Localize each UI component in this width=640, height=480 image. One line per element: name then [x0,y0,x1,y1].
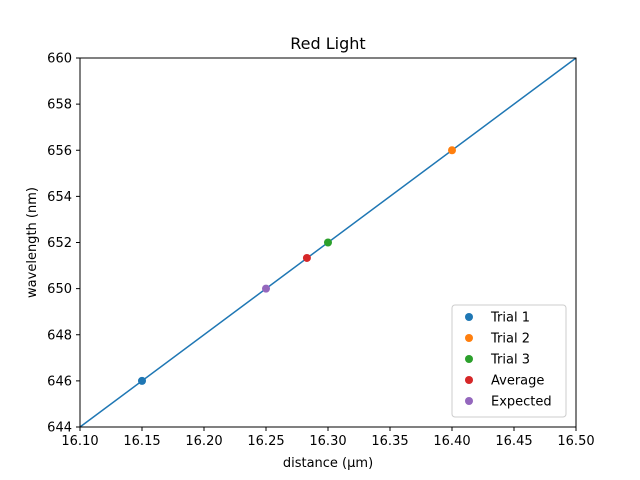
legend-label: Trial 2 [490,332,530,347]
point-expected [262,284,270,293]
point-average [302,253,311,262]
legend-box [451,304,567,418]
x-tick-label: 16.45 [495,434,532,449]
chart-title: Red Light [290,34,365,53]
x-axis: 16.10 16.15 16.20 16.25 16.30 16.35 16.40 16.45… [61,427,595,449]
x-tick-label: 16.40 [433,434,470,449]
x-axis-label: distance (µm) [283,456,373,471]
point-trial-3 [324,238,332,247]
legend: Trial 1 Trial 2 Trial 3 Average Expected [451,304,567,418]
y-tick-label: 654 [47,190,72,205]
legend-marker [465,355,473,363]
x-tick-label: 16.35 [371,434,408,449]
legend-label: Expected [491,395,552,410]
y-tick-label: 652 [47,236,72,251]
y-tick-label: 658 [47,98,72,113]
y-tick-label: 646 [47,374,72,389]
legend-marker [465,313,473,321]
legend-marker [465,397,473,405]
y-tick-label: 656 [47,144,72,159]
y-tick-label: 650 [47,282,72,297]
y-tick-label: 644 [47,421,72,436]
legend-label: Trial 3 [490,353,530,368]
y-axis: 644 646 648 650 652 654 656 658 660 [47,52,80,436]
y-axis-label: wavelength (nm) [25,187,40,298]
legend-label: Trial 1 [490,311,530,326]
point-trial-2 [448,146,456,155]
legend-label: Average [491,374,544,389]
plot-data [79,57,577,428]
y-tick-label: 648 [47,328,72,343]
legend-marker [465,376,473,384]
x-tick-label: 16.25 [247,434,284,449]
y-tick-label: 660 [47,52,72,67]
x-tick-label: 16.10 [61,434,98,449]
x-tick-label: 16.30 [309,434,346,449]
x-tick-label: 16.50 [557,434,594,449]
point-trial-1 [138,376,146,385]
x-tick-label: 16.15 [123,434,160,449]
x-tick-label: 16.20 [185,434,222,449]
legend-marker [465,334,473,342]
